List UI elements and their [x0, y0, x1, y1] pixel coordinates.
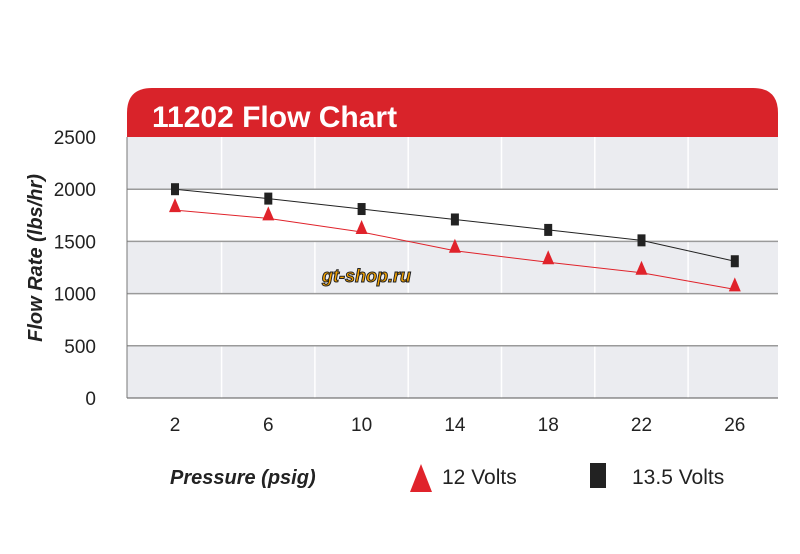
- y-tick-label: 2000: [54, 180, 96, 201]
- plot-band: [127, 137, 778, 190]
- square-marker: [171, 183, 179, 196]
- x-tick-label: 18: [538, 415, 559, 436]
- y-tick-label: 0: [85, 389, 96, 410]
- legend-triangle-icon: [410, 464, 432, 492]
- x-axis-label: Pressure (psig): [170, 467, 316, 489]
- triangle-marker: [262, 206, 275, 221]
- x-tick-label: 22: [631, 415, 652, 436]
- square-marker: [544, 223, 553, 236]
- legend-label: 13.5 Volts: [632, 466, 724, 489]
- plot-band: [127, 345, 778, 398]
- plot-band: [127, 293, 778, 346]
- chart-title: 11202 Flow Chart: [152, 101, 397, 134]
- square-marker: [264, 192, 273, 205]
- triangle-marker: [169, 198, 181, 213]
- square-marker: [730, 255, 739, 268]
- title-bar: [127, 88, 778, 137]
- y-tick-label: 500: [64, 337, 96, 358]
- x-tick-label: 2: [170, 415, 181, 436]
- y-tick-label: 1000: [54, 285, 96, 306]
- y-axis-label: Flow Rate (lbs/hr): [25, 174, 47, 342]
- watermark-logo: gt-shop.ru: [321, 266, 411, 286]
- legend-square-icon: [590, 463, 606, 488]
- triangle-marker: [542, 250, 555, 265]
- triangle-marker: [635, 260, 648, 275]
- triangle-marker: [448, 238, 461, 253]
- x-tick-label: 6: [263, 415, 274, 436]
- triangle-marker: [355, 220, 368, 235]
- square-marker: [357, 203, 366, 216]
- y-tick-label: 1500: [54, 232, 96, 253]
- x-tick-label: 14: [444, 415, 466, 436]
- y-tick-label: 2500: [54, 128, 96, 149]
- x-tick-label: 26: [724, 415, 745, 436]
- square-marker: [637, 234, 646, 247]
- triangle-marker: [728, 277, 741, 292]
- legend-label: 12 Volts: [442, 466, 517, 489]
- square-marker: [450, 213, 459, 226]
- x-tick-label: 10: [351, 415, 372, 436]
